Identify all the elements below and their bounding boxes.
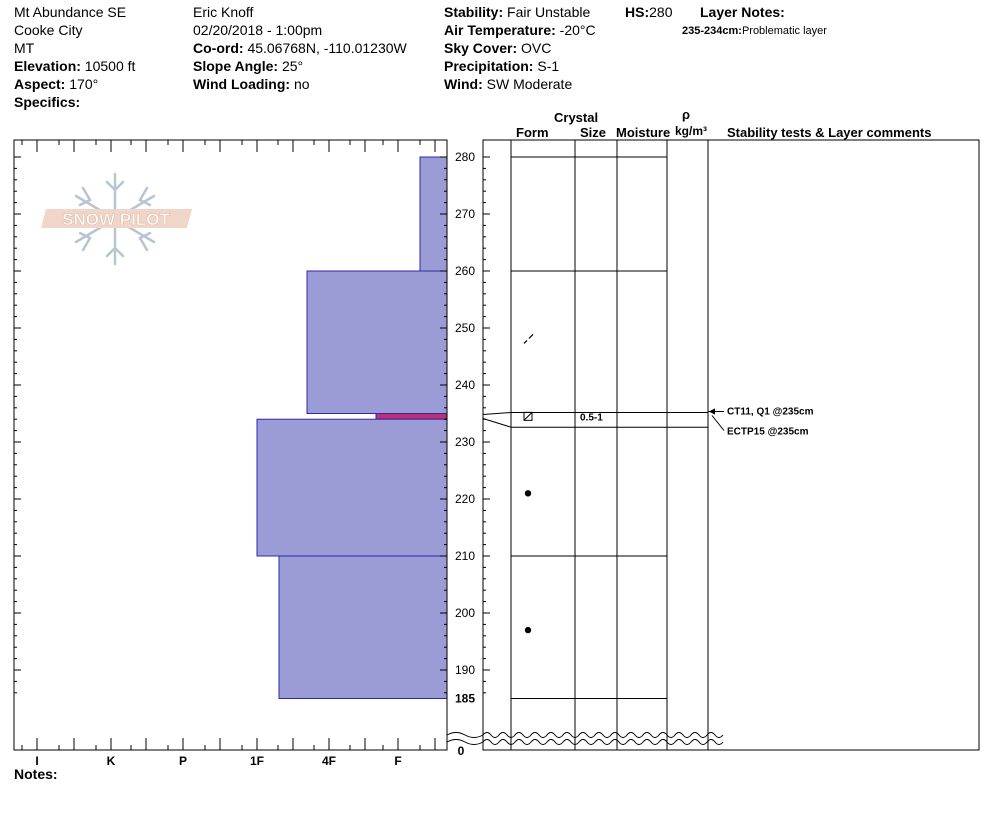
axis-break-wave [482, 739, 724, 745]
x-tick-label: I [35, 754, 38, 768]
coord-row: Co-ord: 45.06768N, -110.01230W [193, 39, 407, 57]
stability-comments-header: Stability tests & Layer comments [727, 125, 932, 140]
sky-value: OVC [521, 40, 552, 56]
size-header: Size [580, 125, 607, 140]
hardness-layer-bar [256, 418, 448, 557]
wind-value: SW Moderate [486, 76, 573, 92]
observation-datetime: 02/20/2018 - 1:00pm [193, 22, 323, 38]
state-name: MT [14, 40, 35, 56]
x-tick-label: K [107, 754, 116, 768]
precip-row: Precipitation: S-1 [444, 57, 559, 75]
site-name: Mt Abundance SE [14, 4, 127, 20]
y-tick-label: 200 [455, 606, 475, 620]
precip-value: S-1 [537, 58, 560, 74]
precip-label: Precipitation: [444, 58, 534, 74]
y-tick-label: 270 [455, 207, 475, 221]
rounded-grain-icon [524, 490, 532, 497]
stability-row: Stability: Fair Unstable [444, 3, 590, 21]
test-arrow-line [711, 415, 725, 431]
wind-loading-label: Wind Loading: [193, 76, 291, 92]
density-unit-header: kg/m³ [675, 124, 708, 138]
faceted-box [523, 411, 533, 421]
specifics-label: Specifics: [14, 94, 81, 110]
wind-loading-value: no [293, 76, 310, 92]
logo-banner [41, 209, 192, 228]
aspect-label: Aspect: [14, 76, 66, 92]
air-temp-row: Air Temperature: -20°C [444, 21, 596, 39]
crystal-size-label: 0.5-1 [580, 412, 603, 423]
elevation-label: Elevation: [14, 58, 81, 74]
coord-value: 45.06768N, -110.01230W [247, 40, 407, 56]
decomposing-fragments-icon [523, 333, 534, 344]
air-temp-label: Air Temperature: [444, 22, 556, 38]
aspect-row: Aspect: 170° [14, 75, 98, 93]
wind-label: Wind: [444, 76, 483, 92]
x-tick-label: 1F [250, 754, 264, 768]
y-tick-label: 230 [455, 435, 475, 449]
layer-note: 235-234cm:Problematic layer [682, 22, 827, 40]
moisture-header: Moisture [616, 125, 671, 140]
form-header: Form [516, 125, 549, 140]
y-tick-label: 260 [455, 264, 475, 278]
layer-note-range: 235-234cm: [682, 25, 742, 37]
faceted-diagonal [523, 411, 533, 421]
y-tick-label: 280 [455, 150, 475, 164]
hardness-layer-bar [306, 270, 448, 414]
hs-value: 280 [649, 4, 673, 20]
sky-row: Sky Cover: OVC [444, 39, 551, 57]
x-tick-label: F [394, 754, 401, 768]
stability-test-label: ECTP15 @235cm [727, 427, 809, 438]
wind-row: Wind: SW Moderate [444, 75, 572, 93]
stability-value: Fair Unstable [507, 4, 591, 20]
crystal-header: Crystal [554, 110, 599, 125]
aspect-value: 170° [69, 76, 99, 92]
test-arrow-head [709, 408, 715, 415]
slope-value: 25° [281, 58, 304, 74]
slope-row: Slope Angle: 25° [193, 57, 303, 75]
y-tick-label: 0 [458, 744, 465, 758]
axis-break-wave [446, 739, 484, 745]
y-tick-label: 210 [455, 549, 475, 563]
axis-break-wave [446, 732, 484, 738]
y-tick-label: 250 [455, 321, 475, 335]
boundary-connector [482, 412, 512, 415]
hs-row: HS:280 [625, 3, 672, 21]
slope-label: Slope Angle: [193, 58, 279, 74]
faceted-crystal-icon [523, 411, 533, 421]
comments-frame [707, 139, 980, 751]
weak-layer-bar [375, 413, 448, 420]
observer-name: Eric Knoff [193, 4, 254, 20]
x-tick-label: P [179, 754, 187, 768]
rho-header: ρ [682, 107, 691, 122]
hs-label: HS: [625, 4, 650, 20]
stability-label: Stability: [444, 4, 504, 20]
wind-loading-row: Wind Loading: no [193, 75, 310, 93]
stability-test-label: CT11, Q1 @235cm [727, 407, 814, 418]
elevation-row: Elevation: 10500 ft [14, 57, 135, 75]
sky-label: Sky Cover: [444, 40, 518, 56]
region-name: Cooke City [14, 22, 83, 38]
air-temp-value: -20°C [559, 22, 596, 38]
rounded-grain-icon [524, 626, 532, 634]
notes-label: Notes: [14, 766, 58, 782]
layer-note-text: Problematic layer [741, 25, 827, 37]
y-tick-label: 185 [455, 692, 475, 706]
logo-text: SNOW PILOT [62, 210, 170, 229]
y-tick-label: 190 [455, 663, 475, 677]
hardness-layer-bar [278, 555, 448, 699]
hardness-plot-frame [13, 139, 448, 751]
x-tick-label: 4F [322, 754, 336, 768]
coord-label: Co-ord: [193, 40, 244, 56]
layer-notes-label: Layer Notes: [700, 4, 785, 20]
elevation-value: 10500 ft [84, 58, 136, 74]
y-tick-label: 240 [455, 378, 475, 392]
y-tick-label: 220 [455, 492, 475, 506]
boundary-connector [482, 418, 512, 428]
snowpilot-logo: SNOW PILOT [41, 172, 192, 266]
crystal-grid-frame [482, 139, 709, 751]
axis-break-wave [482, 732, 724, 738]
